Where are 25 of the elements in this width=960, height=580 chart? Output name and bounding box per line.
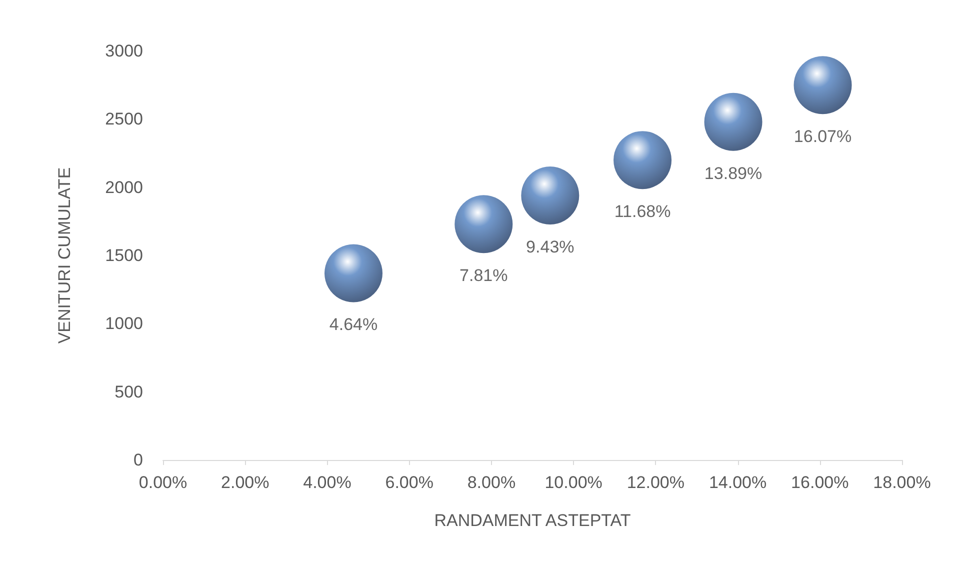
y-tick-label: 1500 [105, 246, 143, 265]
x-tick-label: 16.00% [791, 473, 849, 492]
y-tick-label: 2500 [105, 110, 143, 129]
x-tick-label: 0.00% [138, 473, 188, 492]
x-tick-label: 14.00% [708, 473, 767, 492]
x-tick-label: 2.00% [221, 473, 270, 492]
x-tick-label: 4.00% [303, 473, 352, 492]
y-tick-label: 3000 [105, 42, 143, 60]
x-tick-label: 6.00% [385, 473, 434, 492]
x-tick-label: 12.00% [626, 473, 685, 492]
x-tick-label: 8.00% [467, 473, 516, 492]
annotation: 13.89% [704, 164, 762, 183]
y-tick-label: 0 [134, 450, 143, 470]
annotation: 16.07% [794, 127, 852, 146]
annotation: 11.68% [614, 202, 671, 222]
y-tick-label: 500 [114, 382, 143, 402]
x-tick-label: 10.00% [544, 473, 602, 492]
y-tick-label: 2000 [105, 178, 143, 197]
y-tick-label: 1000 [105, 314, 143, 334]
annotation: 4.64% [329, 315, 378, 334]
y-axis-title: VENITURI CUMULATE [55, 167, 74, 344]
x-tick-label: 18.00% [873, 473, 931, 492]
annotation: 7.81% [460, 266, 508, 286]
annotation: 9.43% [526, 238, 574, 257]
x-axis-title: RANDAMENT ASTEPTAT [434, 511, 631, 530]
